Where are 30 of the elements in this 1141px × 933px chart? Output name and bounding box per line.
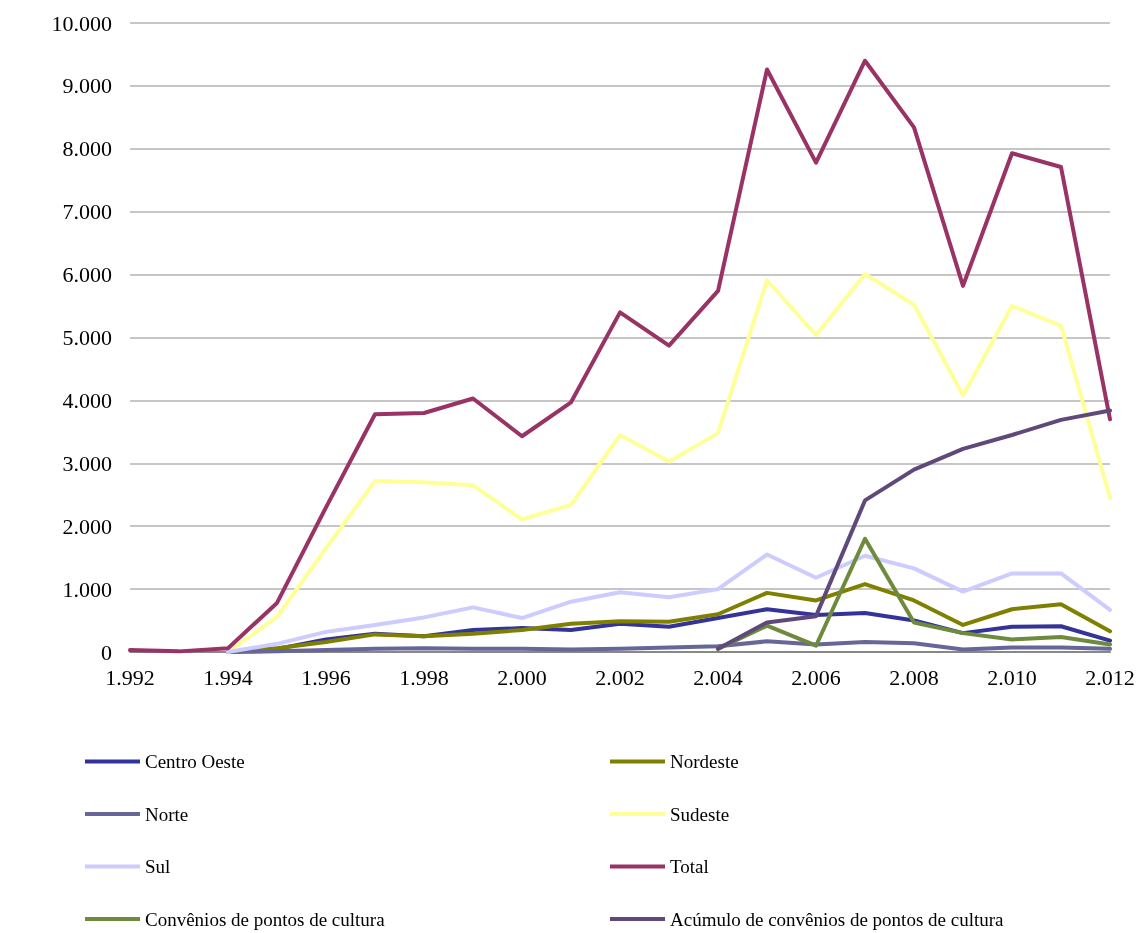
legend-label: Sul — [145, 856, 171, 877]
x-tick-label: 2.000 — [497, 664, 547, 690]
x-tick-label: 2.008 — [889, 664, 939, 690]
x-tick-label: 2.012 — [1085, 664, 1135, 690]
legend-label: Nordeste — [670, 751, 739, 772]
y-tick-label: 8.000 — [62, 136, 112, 162]
legend-label: Norte — [145, 803, 189, 825]
y-tick-label: 6.000 — [62, 262, 112, 288]
y-tick-label: 2.000 — [62, 513, 112, 539]
y-tick-label: 3.000 — [62, 450, 112, 476]
y-tick-label: 7.000 — [62, 199, 112, 225]
y-tick-label: 9.000 — [62, 73, 112, 99]
legend-label: Centro Oeste — [145, 751, 245, 772]
y-tick-label: 10.000 — [51, 10, 112, 36]
y-tick-label: 4.000 — [62, 387, 112, 413]
y-tick-label: 0 — [101, 639, 112, 665]
x-tick-label: 2.004 — [693, 664, 743, 690]
legend-label: Acúmulo de convênios de pontos de cultura — [670, 908, 1005, 930]
legend-label: Convênios de pontos de cultura — [145, 908, 386, 930]
y-tick-label: 5.000 — [62, 325, 112, 350]
x-tick-label: 2.010 — [987, 664, 1037, 690]
legend-label: Sudeste — [670, 803, 730, 825]
x-tick-label: 2.002 — [595, 664, 645, 690]
legend-label: Total — [670, 856, 709, 877]
y-tick-label: 1.000 — [62, 576, 112, 602]
x-tick-label: 1.998 — [399, 664, 449, 690]
x-tick-label: 1.996 — [301, 664, 351, 690]
x-tick-label: 1.994 — [203, 664, 253, 690]
x-tick-label: 2.006 — [791, 664, 841, 690]
x-tick-label: 1.992 — [105, 664, 155, 690]
